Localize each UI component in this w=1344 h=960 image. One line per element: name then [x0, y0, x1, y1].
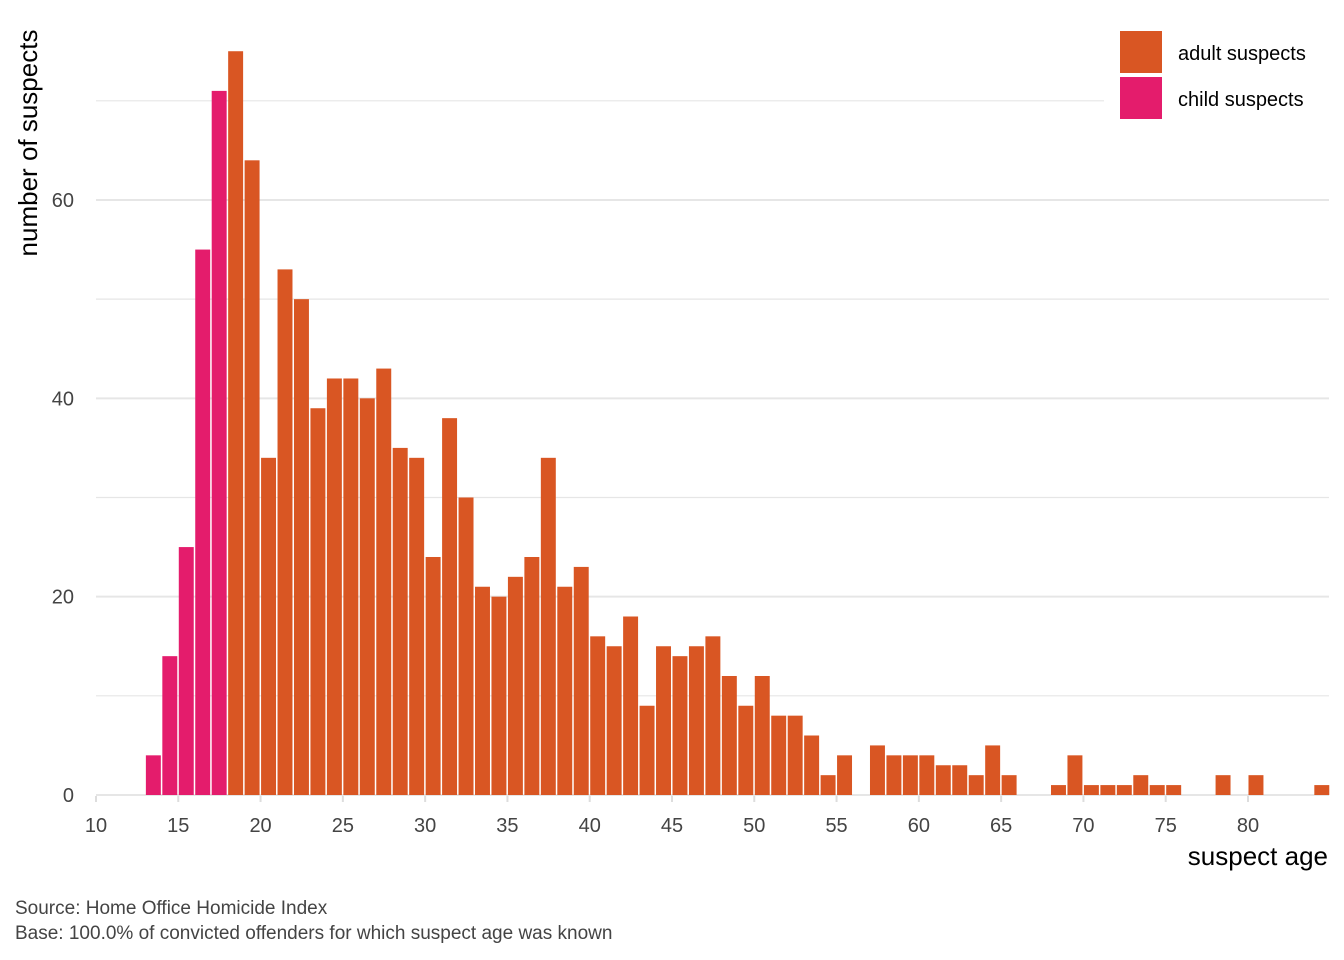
bar-age-42	[623, 616, 639, 795]
bar-age-20	[261, 457, 277, 795]
bar-age-28	[392, 447, 408, 795]
bar-age-13	[145, 755, 161, 795]
bar-age-15	[178, 547, 194, 795]
bar-age-84	[1314, 785, 1330, 795]
x-tick-label: 60	[908, 815, 930, 837]
bar-age-69	[1067, 755, 1083, 795]
legend-label: adult suspects	[1178, 43, 1306, 65]
bar-age-24	[326, 378, 342, 795]
y-tick-label: 60	[52, 190, 74, 212]
bar-age-59	[902, 755, 918, 795]
x-tick-label: 15	[167, 815, 189, 837]
bar-age-40	[590, 636, 606, 795]
bar-age-29	[409, 457, 425, 795]
bar-age-60	[919, 755, 935, 795]
bar-age-52	[787, 715, 803, 795]
x-tick-label: 40	[579, 815, 601, 837]
bar-age-18	[228, 51, 244, 796]
x-tick-label: 35	[496, 815, 518, 837]
bar-age-49	[738, 705, 754, 795]
x-tick-label: 45	[661, 815, 683, 837]
bar-age-75	[1166, 785, 1182, 795]
bar-age-25	[343, 378, 359, 795]
x-tick-label: 75	[1155, 815, 1177, 837]
bar-age-33	[475, 586, 490, 795]
y-axis-label: number of suspects	[13, 30, 43, 257]
bar-age-43	[639, 705, 655, 795]
bar-age-32	[458, 497, 474, 795]
bar-age-44	[656, 646, 671, 795]
x-tick-label: 55	[825, 815, 847, 837]
bar-age-39	[573, 566, 589, 795]
legend-swatch	[1120, 31, 1162, 73]
bar-age-30	[425, 556, 441, 795]
bar-age-70	[1083, 785, 1099, 795]
bar-age-34	[491, 596, 507, 795]
source-caption: Source: Home Office Homicide Index	[15, 898, 328, 919]
bar-age-26	[359, 398, 375, 795]
x-tick-label: 20	[249, 815, 271, 837]
bar-age-31	[442, 418, 458, 795]
bar-age-61	[935, 765, 951, 795]
bar-age-55	[837, 755, 853, 795]
x-tick-label: 50	[743, 815, 765, 837]
x-tick-label: 65	[990, 815, 1012, 837]
x-tick-label: 25	[332, 815, 354, 837]
bar-age-74	[1149, 785, 1165, 795]
y-tick-label: 20	[52, 587, 74, 609]
bar-age-54	[820, 775, 836, 795]
bar-age-72	[1116, 785, 1132, 795]
bar-age-57	[869, 745, 885, 795]
bar-age-51	[771, 715, 787, 795]
bar-age-36	[524, 556, 540, 795]
legend-label: child suspects	[1178, 89, 1304, 111]
x-tick-label: 10	[85, 815, 107, 837]
bar-age-48	[721, 675, 737, 795]
x-tick-label: 30	[414, 815, 436, 837]
bar-age-23	[310, 408, 326, 795]
y-tick-label: 40	[52, 388, 74, 410]
bar-age-62	[952, 765, 968, 795]
x-axis-label: suspect age	[1188, 841, 1328, 871]
bar-age-37	[540, 457, 556, 795]
legend-swatch	[1120, 77, 1162, 119]
base-caption: Base: 100.0% of convicted offenders for …	[15, 923, 613, 944]
histogram-chart: 10 15 20 25 30 35 40 45 50 55 60 65 70 75 80 0 20 40 60 sus…	[13, 29, 1330, 871]
bar-age-63	[968, 775, 984, 795]
x-tick-label: 70	[1072, 815, 1094, 837]
bar-age-21	[277, 269, 293, 795]
bar-age-71	[1100, 785, 1116, 795]
bar-age-35	[507, 576, 523, 795]
bar-age-58	[886, 755, 902, 795]
bar-age-47	[705, 636, 721, 795]
bar-age-50	[754, 675, 770, 795]
bar-age-14	[162, 656, 178, 795]
bar-age-65	[1001, 775, 1017, 795]
bar-age-27	[376, 368, 392, 795]
bar-age-68	[1051, 785, 1066, 795]
bar-age-22	[293, 299, 309, 795]
bar-age-80	[1248, 775, 1264, 795]
bar-age-17	[211, 90, 227, 795]
bar-age-19	[244, 160, 260, 795]
bar-age-45	[672, 656, 688, 795]
x-tick-label: 80	[1237, 815, 1259, 837]
bar-age-46	[688, 646, 704, 795]
bar-age-38	[557, 586, 573, 795]
bar-age-41	[606, 646, 622, 795]
bar-age-16	[195, 249, 211, 795]
y-tick-label: 0	[63, 785, 74, 807]
bar-age-53	[804, 735, 820, 795]
bar-age-64	[985, 745, 1001, 795]
bar-age-73	[1133, 775, 1149, 795]
bar-age-78	[1215, 775, 1231, 795]
